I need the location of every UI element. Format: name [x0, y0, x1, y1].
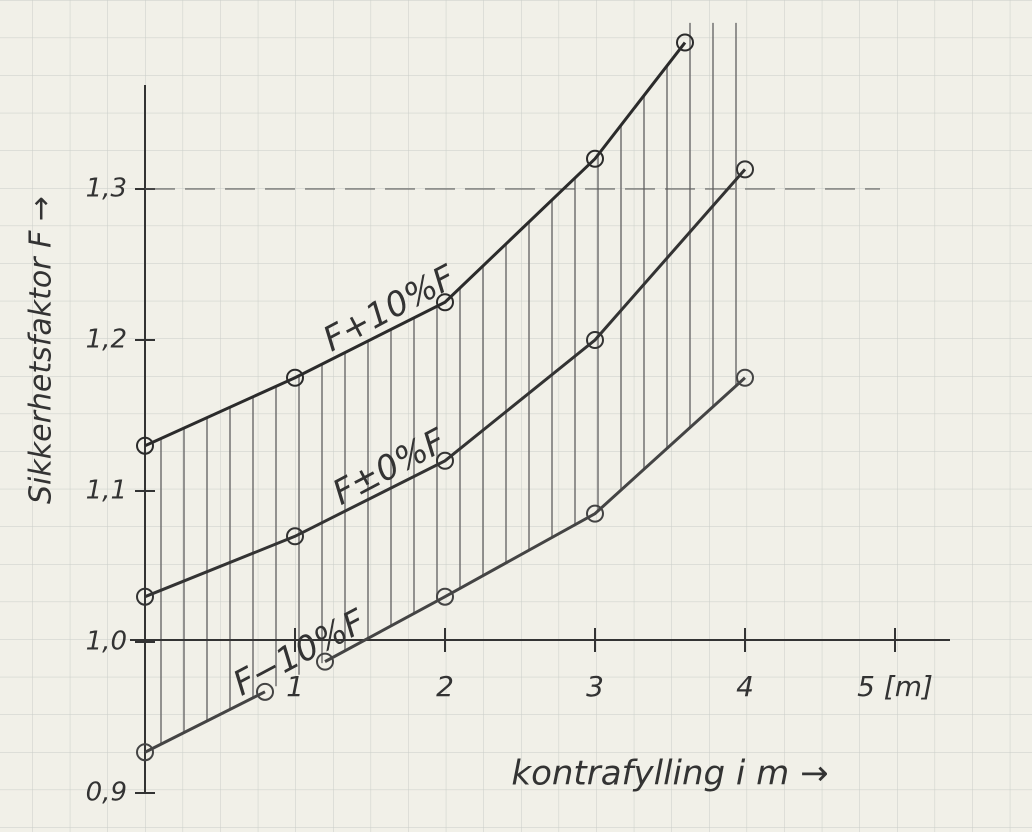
y-tick-label: 0,9 [86, 778, 127, 808]
chart: Sikkerhetsfaktor F → kontrafylling i m →… [0, 0, 1032, 832]
graph-paper [0, 0, 1032, 832]
x-axis-label: kontrafylling i m → [511, 754, 828, 794]
y-tick-label: 1,3 [86, 174, 127, 204]
page: Sikkerhetsfaktor F → kontrafylling i m →… [0, 0, 1032, 832]
x-tick-label: 3 [586, 670, 604, 703]
y-tick-label: 1,2 [86, 325, 127, 355]
x-tick-label: 2 [436, 670, 454, 703]
y-tick-label: 1,0 [86, 627, 127, 657]
x-tick-label: 4 [736, 670, 754, 703]
x-tick-label: 5 [m] [857, 670, 933, 703]
y-axis-label: Sikkerhetsfaktor F → [24, 196, 59, 504]
y-tick-label: 1,1 [86, 476, 127, 506]
